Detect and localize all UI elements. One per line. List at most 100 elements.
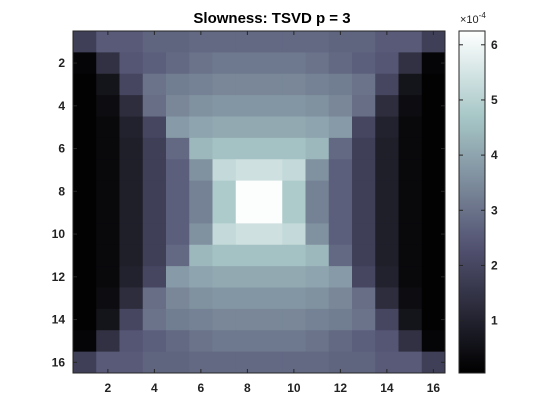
- heatmap-cell: [73, 202, 97, 224]
- heatmap-cell: [142, 223, 167, 246]
- heatmap-cell: [142, 202, 167, 224]
- heatmap-cell: [259, 52, 283, 75]
- heatmap-cell: [142, 287, 167, 310]
- heatmap-cell: [96, 159, 120, 182]
- heatmap-cell: [259, 95, 283, 117]
- heatmap-cell: [212, 73, 237, 96]
- heatmap-cell: [328, 202, 353, 224]
- heatmap-cell: [375, 95, 399, 117]
- heatmap-cell: [352, 95, 376, 117]
- x-tick-label: 2: [105, 381, 112, 395]
- heatmap-cell: [142, 137, 167, 160]
- heatmap-cell: [119, 202, 144, 224]
- heatmap-cell: [375, 330, 399, 353]
- heatmap-cell: [166, 73, 190, 96]
- heatmap-cell: [166, 244, 190, 267]
- y-tick-label: 16: [52, 355, 66, 369]
- heatmap-cell: [421, 351, 446, 374]
- y-tick-label: 2: [58, 56, 65, 70]
- heatmap-cell: [352, 137, 376, 160]
- heatmap-cell: [235, 244, 260, 267]
- heatmap-cell: [282, 202, 306, 224]
- heatmap-cell: [352, 159, 376, 182]
- heatmap-cell: [352, 116, 376, 139]
- heatmap-cell: [73, 244, 97, 267]
- heatmap-cell: [166, 202, 190, 224]
- heatmap-cell: [352, 330, 376, 353]
- heatmap-cell: [189, 308, 213, 331]
- heatmap-cell: [189, 137, 213, 160]
- heatmap-cell: [166, 137, 190, 160]
- heatmap-cell: [259, 287, 283, 310]
- heatmap-cell: [282, 244, 306, 267]
- y-tick-label: 4: [58, 99, 65, 113]
- heatmap-cell: [212, 31, 237, 53]
- heatmap-cell: [259, 116, 283, 139]
- heatmap-cell: [421, 244, 446, 267]
- heatmap-cell: [142, 116, 167, 139]
- heatmap-cell: [73, 31, 97, 53]
- heatmap-cell: [421, 137, 446, 160]
- heatmap-cell: [375, 308, 399, 331]
- heatmap-cell: [259, 308, 283, 331]
- heatmap-cell: [212, 330, 237, 353]
- heatmap-cell: [282, 159, 306, 182]
- heatmap-cell: [352, 180, 376, 203]
- heatmap-cell: [235, 31, 260, 53]
- heatmap-cell: [73, 287, 97, 310]
- heatmap-cell: [259, 31, 283, 53]
- heatmap-cells: [73, 31, 446, 374]
- heatmap-cell: [212, 137, 237, 160]
- heatmap-cell: [142, 244, 167, 267]
- heatmap-cell: [235, 223, 260, 246]
- heatmap-cell: [96, 266, 120, 288]
- heatmap-cell: [73, 266, 97, 288]
- x-axis: 2 4 6 8 10 12 14 16: [105, 31, 440, 395]
- heatmap-cell: [142, 180, 167, 203]
- x-tick-label: 14: [380, 381, 394, 395]
- heatmap-cell: [421, 73, 446, 96]
- heatmap-cell: [282, 223, 306, 246]
- plot-area-frame: [72, 30, 446, 374]
- heatmap-cell: [96, 308, 120, 331]
- heatmap-cell: [189, 266, 213, 288]
- heatmap-cell: [73, 308, 97, 331]
- heatmap-cell: [375, 244, 399, 267]
- heatmap-cell: [305, 52, 330, 75]
- heatmap-cell: [352, 52, 376, 75]
- heatmap-cell: [119, 52, 144, 75]
- heatmap-cell: [375, 223, 399, 246]
- heatmap-cell: [282, 137, 306, 160]
- heatmap-cell: [398, 137, 423, 160]
- heatmap-cell: [96, 95, 120, 117]
- colorbar-tick-label: 5: [491, 93, 498, 107]
- heatmap-cell: [142, 351, 167, 374]
- heatmap-cell: [352, 287, 376, 310]
- heatmap-cell: [119, 116, 144, 139]
- heatmap-cell: [189, 223, 213, 246]
- heatmap-cell: [166, 308, 190, 331]
- heatmap-cell: [421, 180, 446, 203]
- heatmap-cell: [119, 308, 144, 331]
- heatmap-cell: [375, 52, 399, 75]
- heatmap-cell: [73, 73, 97, 96]
- heatmap-cell: [166, 223, 190, 246]
- heatmap-cell: [328, 159, 353, 182]
- heatmap-cell: [166, 52, 190, 75]
- heatmap-cell: [119, 31, 144, 53]
- heatmap-cell: [328, 244, 353, 267]
- heatmap-cell: [398, 223, 423, 246]
- heatmap-cell: [282, 287, 306, 310]
- y-tick-label: 12: [52, 270, 66, 284]
- heatmap-cell: [235, 137, 260, 160]
- heatmap-cell: [96, 31, 120, 53]
- heatmap-cell: [305, 73, 330, 96]
- heatmap-cell: [189, 95, 213, 117]
- heatmap-cell: [96, 351, 120, 374]
- heatmap-cell: [73, 95, 97, 117]
- heatmap-cell: [142, 159, 167, 182]
- heatmap-cell: [421, 308, 446, 331]
- heatmap-cell: [235, 95, 260, 117]
- heatmap-cell: [212, 116, 237, 139]
